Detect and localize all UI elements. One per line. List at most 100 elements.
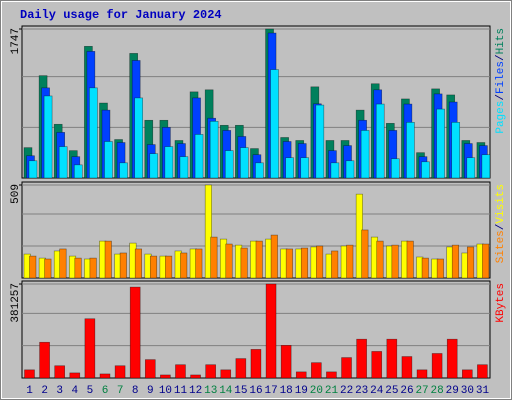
bar bbox=[416, 369, 428, 379]
bar bbox=[481, 154, 491, 179]
legend-entry: Hits bbox=[495, 28, 507, 54]
bar bbox=[209, 120, 219, 179]
bar bbox=[204, 184, 212, 279]
bar bbox=[285, 248, 293, 279]
bar bbox=[462, 369, 473, 379]
bar bbox=[330, 162, 340, 179]
bar bbox=[451, 122, 461, 179]
bar bbox=[58, 146, 68, 179]
bar bbox=[134, 248, 142, 279]
x-tick-label: 14 bbox=[219, 385, 233, 397]
bar bbox=[119, 162, 128, 179]
legend-entry: Files bbox=[495, 61, 507, 94]
bar bbox=[144, 359, 156, 379]
legend: Pages/Files/Hits bbox=[495, 28, 507, 134]
x-tick-label: 29 bbox=[446, 385, 459, 397]
bar bbox=[316, 245, 324, 279]
x-tick-label: 2 bbox=[41, 385, 48, 397]
bar bbox=[104, 141, 113, 179]
bar bbox=[89, 257, 97, 279]
y-tick-label: 509 bbox=[10, 184, 22, 204]
legend-separator: / bbox=[495, 94, 507, 101]
bar bbox=[391, 158, 400, 179]
x-tick-label: 1 bbox=[26, 385, 33, 397]
bar bbox=[74, 257, 82, 279]
y-tick-label: 1747 bbox=[10, 28, 22, 54]
bar bbox=[179, 156, 189, 179]
x-tick-label: 12 bbox=[189, 385, 202, 397]
x-tick-label: 26 bbox=[400, 385, 413, 397]
bar bbox=[421, 257, 429, 279]
bar bbox=[240, 147, 249, 179]
bar bbox=[114, 365, 126, 379]
bar bbox=[326, 371, 337, 379]
x-tick-label: 24 bbox=[370, 385, 384, 397]
legend: KBytes bbox=[495, 283, 507, 323]
x-tick-label: 10 bbox=[159, 385, 172, 397]
bar bbox=[345, 160, 355, 179]
bar bbox=[190, 374, 201, 379]
x-tick-label: 7 bbox=[117, 385, 124, 397]
x-tick-label: 25 bbox=[385, 385, 398, 397]
bar bbox=[341, 357, 352, 379]
bar bbox=[28, 160, 38, 179]
bar bbox=[466, 157, 476, 179]
bar bbox=[431, 353, 443, 379]
bar bbox=[436, 258, 444, 279]
bar bbox=[451, 244, 460, 279]
bar bbox=[482, 243, 490, 279]
bar bbox=[29, 255, 37, 279]
bar bbox=[371, 351, 383, 379]
bar bbox=[375, 103, 385, 179]
x-tick-label: 4 bbox=[72, 385, 79, 397]
x-tick-label: 27 bbox=[415, 385, 428, 397]
bar bbox=[59, 248, 67, 279]
bar bbox=[401, 356, 413, 379]
bar bbox=[99, 373, 111, 379]
bar bbox=[180, 252, 188, 279]
bar bbox=[265, 283, 277, 379]
bar bbox=[164, 146, 174, 179]
legend-entry: Visits bbox=[495, 184, 507, 224]
legend-entry: Sites bbox=[495, 230, 507, 263]
x-tick-label: 16 bbox=[249, 385, 262, 397]
y-tick-label: 381257 bbox=[10, 283, 22, 323]
bar bbox=[386, 338, 398, 379]
legend-entry: KBytes bbox=[495, 283, 507, 323]
x-tick-label: 23 bbox=[355, 385, 368, 397]
bar bbox=[205, 364, 216, 379]
x-tick-label: 17 bbox=[264, 385, 277, 397]
bar bbox=[84, 318, 96, 379]
x-tick-label: 9 bbox=[147, 385, 154, 397]
bar bbox=[436, 108, 445, 179]
bar bbox=[43, 95, 53, 179]
x-tick-label: 30 bbox=[461, 385, 474, 397]
legend-separator: / bbox=[495, 224, 507, 231]
bar bbox=[39, 341, 50, 379]
x-tick-label: 21 bbox=[325, 385, 339, 397]
bar bbox=[391, 244, 399, 279]
bar bbox=[295, 371, 307, 379]
bar bbox=[149, 153, 159, 179]
x-tick-label: 3 bbox=[56, 385, 63, 397]
bar bbox=[235, 358, 247, 379]
bar bbox=[331, 250, 339, 279]
bar bbox=[24, 369, 35, 379]
bar bbox=[311, 362, 322, 379]
bar bbox=[149, 255, 158, 279]
bar bbox=[346, 244, 354, 279]
bar bbox=[280, 345, 292, 379]
x-tick-label: 5 bbox=[87, 385, 94, 397]
bar bbox=[73, 164, 83, 179]
bar bbox=[255, 162, 264, 179]
x-tick-label: 28 bbox=[431, 385, 444, 397]
bar bbox=[270, 234, 278, 279]
bar bbox=[356, 338, 367, 379]
bar bbox=[224, 150, 234, 179]
chart-title: Daily usage for January 2024 bbox=[20, 8, 222, 22]
x-tick-label: 19 bbox=[295, 385, 308, 397]
bar bbox=[361, 229, 369, 279]
bar bbox=[195, 248, 203, 279]
